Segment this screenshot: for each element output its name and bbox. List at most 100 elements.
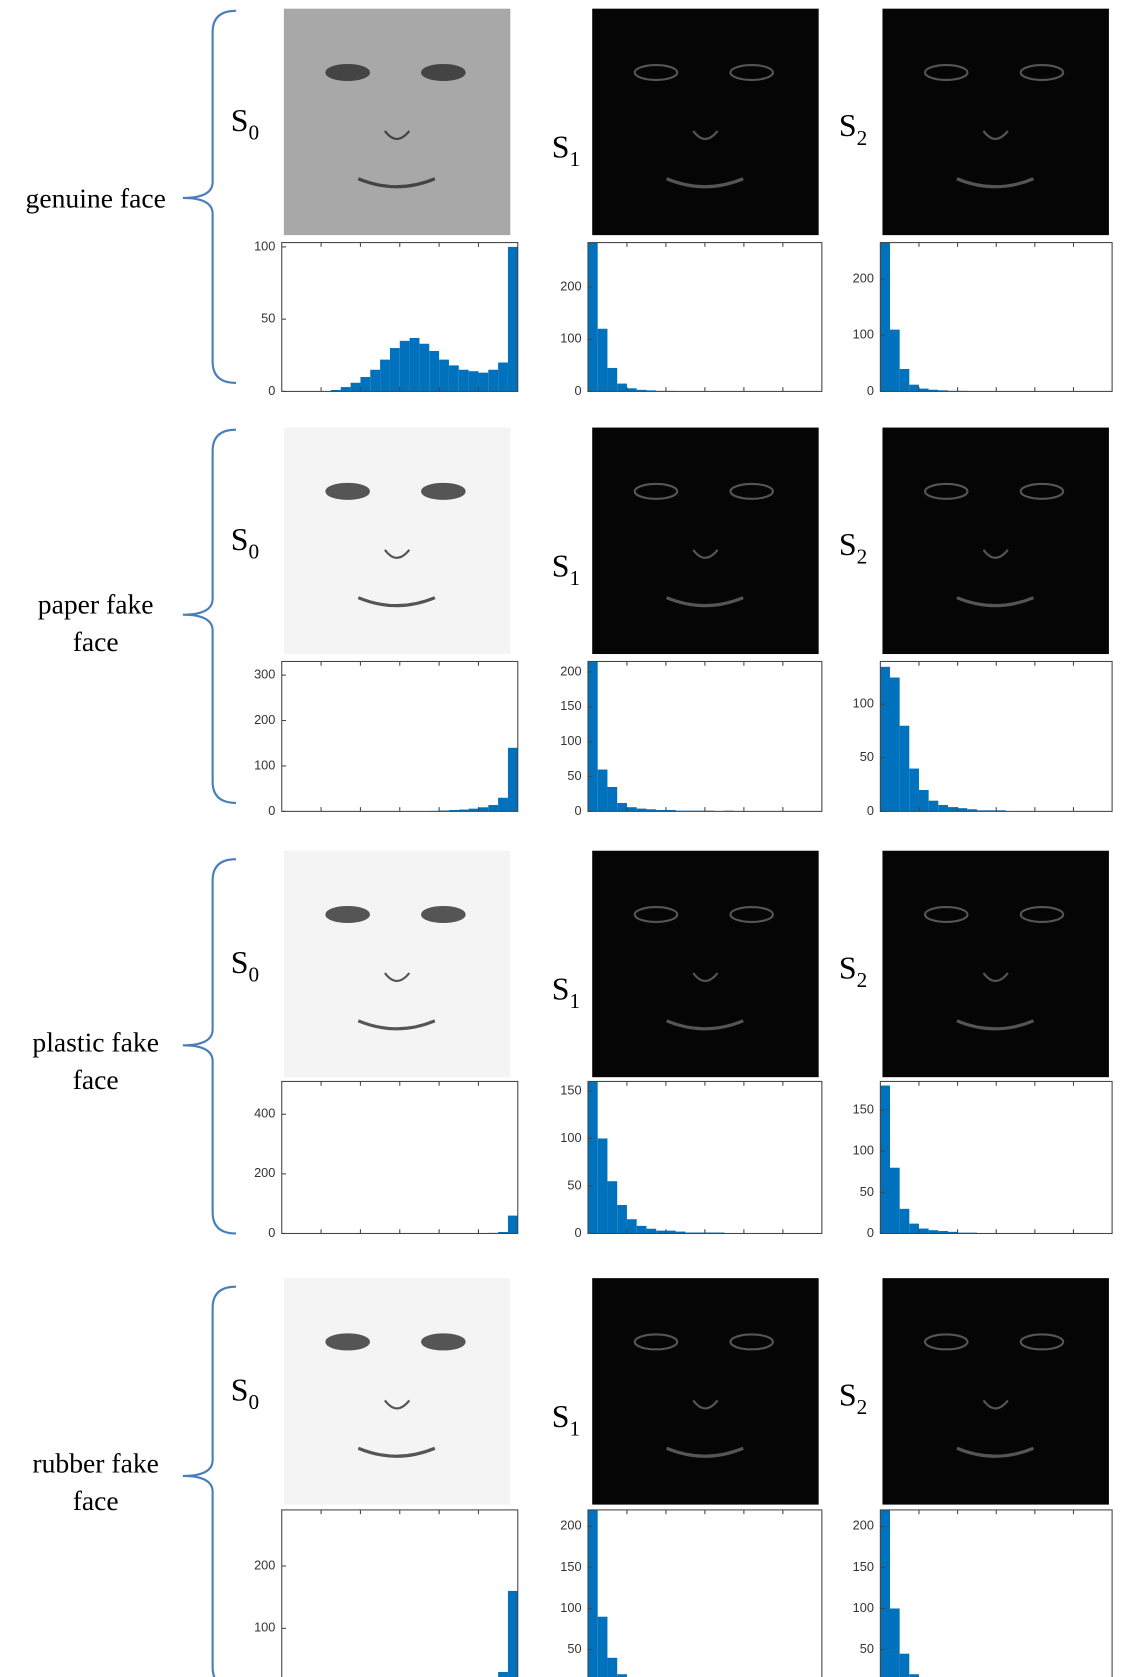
y-tick-label: 50 [860, 1184, 874, 1199]
y-tick-label: 200 [560, 278, 581, 293]
y-tick-label: 150 [560, 698, 581, 713]
y-tick-label: 50 [261, 311, 275, 326]
histogram-bar [948, 807, 958, 811]
histogram-bar [380, 360, 390, 392]
y-tick-label: 150 [560, 1559, 581, 1574]
panel-subscript: 0 [248, 1390, 259, 1414]
y-tick-label: 100 [853, 327, 874, 342]
histogram-bar [880, 1510, 890, 1677]
panel-label: S0 [231, 103, 259, 145]
histogram-bar [588, 1081, 598, 1233]
y-tick-label: 0 [268, 383, 275, 398]
histogram-bar [909, 385, 919, 392]
histogram-bar [351, 383, 361, 392]
panel-label: S2 [839, 108, 867, 150]
histogram-bar [439, 360, 449, 392]
y-tick-label: 200 [853, 270, 874, 285]
panel-subscript: 2 [857, 968, 868, 992]
panel-letter: S [231, 522, 249, 557]
panel-subscript: 0 [248, 120, 259, 144]
histogram-bar [938, 805, 948, 811]
face-image [284, 9, 510, 235]
brace [183, 11, 236, 383]
axes-box [588, 243, 822, 392]
axes-box [880, 243, 1112, 392]
panel-label: S0 [231, 945, 259, 987]
panel-subscript: 0 [248, 539, 259, 563]
image-background [284, 1278, 510, 1504]
panel-letter: S [839, 950, 857, 985]
histogram-bar [919, 790, 929, 811]
face-image [592, 1278, 818, 1504]
panel-letter: S [839, 527, 857, 562]
panel-letter: S [231, 1372, 249, 1407]
y-tick-label: 50 [860, 749, 874, 764]
y-tick-label: 50 [567, 1641, 581, 1656]
panel-letter: S [552, 548, 570, 583]
eye [326, 1334, 369, 1349]
histogram-bar [890, 330, 900, 392]
y-tick-label: 400 [254, 1106, 275, 1121]
axes-box [282, 1081, 518, 1233]
y-tick-label: 0 [867, 803, 874, 818]
y-tick-label: 50 [860, 1641, 874, 1656]
y-tick-label: 100 [254, 1620, 275, 1635]
histogram-bar [890, 1609, 900, 1677]
y-tick-label: 100 [853, 1600, 874, 1615]
histogram-bar [900, 369, 910, 391]
y-tick-label: 200 [560, 663, 581, 678]
histogram-bar [909, 769, 919, 812]
panel-letter: S [231, 103, 249, 138]
histogram-bar [900, 726, 910, 812]
y-tick-label: 100 [853, 1143, 874, 1158]
histogram-bar [459, 370, 469, 392]
histogram-bar [360, 377, 370, 391]
axes-box [880, 1510, 1112, 1677]
histogram-bar [588, 661, 598, 811]
histogram-bar [900, 1209, 910, 1234]
histogram-bar [478, 373, 488, 392]
y-tick-label: 200 [254, 712, 275, 727]
histogram-bar [498, 1672, 508, 1677]
histogram-bar [607, 368, 617, 392]
histogram-bar [478, 807, 488, 811]
y-tick-label: 0 [867, 383, 874, 398]
y-tick-label: 150 [853, 1559, 874, 1574]
panel-letter: S [552, 972, 570, 1007]
histogram-bar [449, 365, 459, 391]
face-image [592, 851, 818, 1077]
histogram-bar [617, 384, 627, 392]
row-label: face [73, 1064, 119, 1095]
y-tick-label: 0 [268, 803, 275, 818]
panel-label: S2 [839, 1378, 867, 1420]
brace [183, 859, 236, 1233]
histogram-bar [508, 1216, 518, 1234]
panel-label: S1 [552, 1399, 580, 1441]
histogram-bar [900, 1654, 910, 1677]
face-image [592, 9, 818, 235]
axes-box [588, 661, 822, 811]
histogram-bar [410, 338, 420, 391]
eye [326, 907, 369, 922]
histogram-bar [890, 1168, 900, 1234]
face-image [882, 851, 1108, 1077]
y-tick-label: 100 [560, 1600, 581, 1615]
y-tick-label: 0 [574, 803, 581, 818]
image-background [592, 851, 818, 1077]
face-image [284, 1278, 510, 1504]
row-label: rubber fake [32, 1448, 159, 1479]
panel-label: S1 [552, 972, 580, 1014]
row-label: genuine face [26, 182, 166, 213]
axes-box [880, 1081, 1112, 1233]
histogram-bar [880, 1086, 890, 1234]
image-background [882, 428, 1108, 654]
histogram-bar [508, 247, 518, 392]
histogram-bar [627, 807, 637, 811]
brace [183, 1287, 236, 1677]
panel-letter: S [839, 1378, 857, 1413]
histogram-bar [498, 798, 508, 812]
y-tick-label: 300 [254, 666, 275, 681]
y-tick-label: 50 [567, 768, 581, 783]
panel-subscript: 2 [857, 545, 868, 569]
y-tick-label: 100 [560, 733, 581, 748]
